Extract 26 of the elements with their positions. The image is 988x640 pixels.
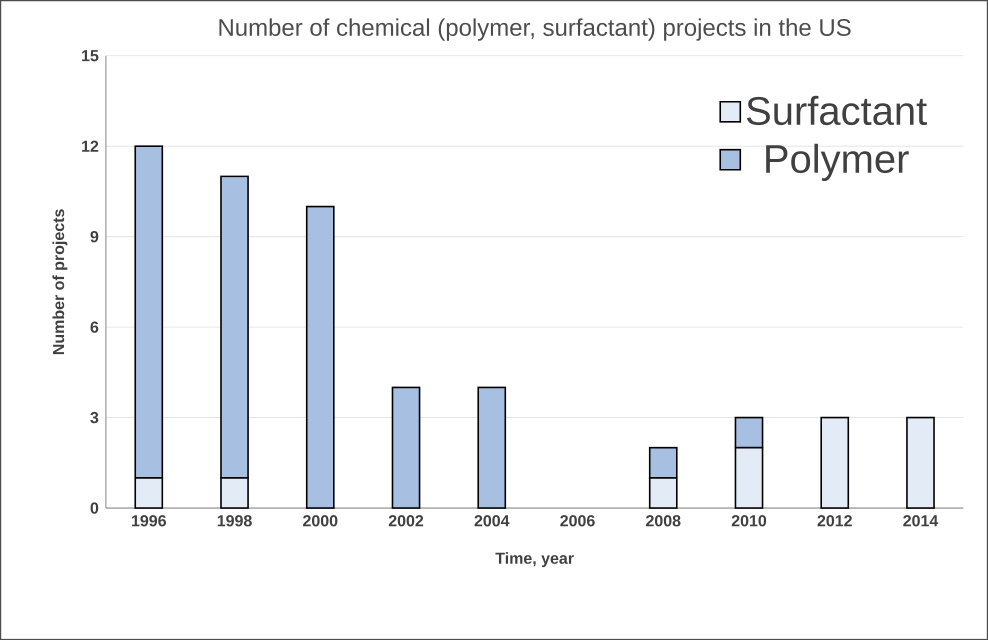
x-tick-label: 2008 [646, 515, 681, 526]
y-tick-label: 15 [82, 50, 98, 62]
bar [820, 416, 850, 509]
legend-label: Polymer [766, 144, 909, 182]
legend-label: Surfactant [746, 96, 927, 126]
y-axis-title: Number of projects [52, 209, 68, 354]
x-tick-label: 2000 [303, 515, 338, 526]
x-tick-label: 1996 [132, 515, 166, 526]
bar [906, 416, 935, 509]
x-tick-label: 2010 [732, 515, 766, 526]
y-tick-label: 12 [82, 140, 98, 152]
x-tick-label: 2006 [560, 515, 595, 526]
bar [306, 206, 335, 509]
y-tick-label: 3 [90, 412, 98, 424]
x-tick-label: 2012 [818, 515, 852, 526]
x-tick-label: 2014 [903, 515, 938, 526]
y-tick-label: 9 [90, 231, 98, 242]
y-tick-label: 6 [90, 321, 98, 333]
bar [477, 386, 506, 509]
x-tick-label: 1998 [218, 515, 252, 526]
bar [392, 386, 420, 509]
y-tick-label: 0 [90, 502, 98, 514]
x-tick-label: 2002 [388, 515, 424, 526]
x-tick-label: 2004 [474, 515, 510, 526]
chart-title: Number of chemical (polymer, surfactant) projects in the US [219, 18, 851, 41]
x-axis-title: Time, year [495, 552, 574, 568]
